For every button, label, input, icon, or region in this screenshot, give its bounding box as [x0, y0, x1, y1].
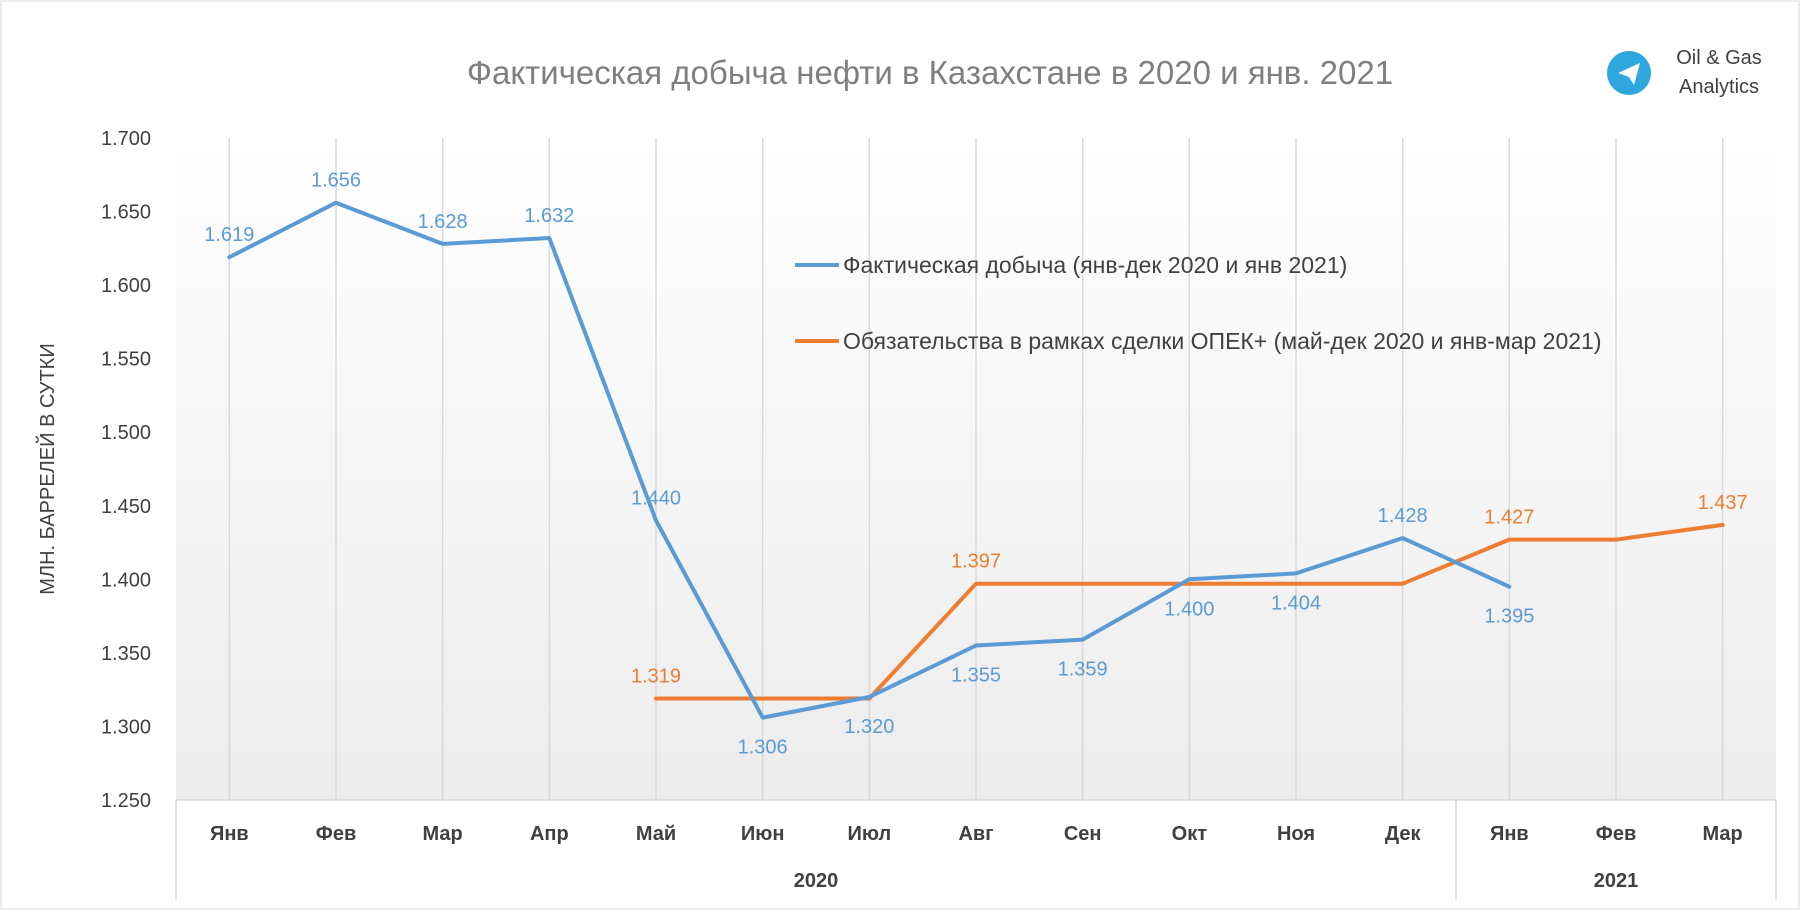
y-axis-title: МЛН. БАРРЕЛЕЙ В СУТКИ	[35, 343, 59, 594]
x-tick-label: Ноя	[1277, 823, 1315, 845]
x-tick-label: Май	[636, 823, 676, 845]
data-label: 1.400	[1164, 598, 1214, 620]
data-label: 1.320	[844, 716, 894, 738]
series-line-quota	[654, 522, 1725, 701]
x-group-label: 2020	[794, 870, 839, 892]
data-label: 1.319	[631, 665, 681, 687]
y-tick-label: 1.300	[101, 716, 151, 738]
y-tick-label: 1.350	[101, 643, 151, 665]
x-tick-label: Фев	[1596, 823, 1637, 845]
x-tick-label: Дек	[1385, 823, 1422, 845]
brand-logo: Oil & Gas Analytics	[1607, 47, 1762, 98]
x-tick-label: Янв	[210, 823, 249, 845]
y-tick-label: 1.450	[101, 496, 151, 518]
series-line-actual	[227, 200, 1512, 720]
x-group-label: 2021	[1594, 870, 1639, 892]
data-label: 1.440	[631, 487, 681, 509]
legend-label-quota: Обязательства в рамках сделки ОПЕК+ (май…	[843, 328, 1602, 354]
y-tick-label: 1.550	[101, 349, 151, 371]
data-label: 1.437	[1698, 492, 1748, 514]
legend: Фактическая добыча (янв-дек 2020 и янв 2…	[795, 252, 1602, 354]
x-tick-label: Мар	[423, 823, 463, 845]
data-label: 1.619	[204, 224, 254, 246]
grid-lines	[228, 138, 1724, 800]
x-tick-label: Фев	[316, 823, 357, 845]
y-tick-label: 1.600	[101, 275, 151, 297]
data-label: 1.656	[311, 170, 361, 192]
legend-label-actual: Фактическая добыча (янв-дек 2020 и янв 2…	[843, 252, 1347, 278]
data-labels: 1.619 1.656 1.628 1.632 1.440 1.306 1.320 1.355…	[204, 170, 1747, 759]
data-label: 1.427	[1484, 507, 1534, 529]
brand-line2: Analytics	[1679, 76, 1759, 98]
y-axis: 1.250 1.300 1.350 1.400 1.450 1.500 1.550 1.600…	[101, 128, 151, 812]
data-label: 1.428	[1378, 505, 1428, 527]
telegram-plane-icon	[1618, 63, 1640, 85]
y-tick-label: 1.400	[101, 569, 151, 591]
y-tick-label: 1.500	[101, 422, 151, 444]
series-lines	[227, 200, 1725, 720]
x-tick-label: Мар	[1703, 823, 1743, 845]
data-label: 1.628	[418, 211, 468, 233]
x-tick-label: Июн	[741, 823, 785, 845]
x-tick-label: Апр	[530, 823, 569, 845]
data-label: 1.306	[738, 737, 788, 759]
x-tick-label: Июл	[847, 823, 891, 845]
chart-title: Фактическая добыча нефти в Казахстане в …	[467, 54, 1393, 91]
x-axis: 2020 2021 Янв Фев Мар Апр Май Июн Июл Авг Сен Окт Но…	[175, 799, 1777, 900]
data-label: 1.404	[1271, 592, 1321, 614]
data-label: 1.355	[951, 665, 1001, 687]
data-label: 1.632	[524, 205, 574, 227]
data-label: 1.359	[1058, 659, 1108, 681]
x-tick-label: Окт	[1172, 823, 1208, 845]
y-tick-label: 1.650	[101, 202, 151, 224]
x-tick-label: Авг	[958, 823, 993, 845]
x-tick-label: Янв	[1490, 823, 1529, 845]
y-tick-label: 1.700	[101, 128, 151, 150]
brand-line1: Oil & Gas	[1676, 47, 1762, 69]
data-label: 1.397	[951, 551, 1001, 573]
x-tick-label: Сен	[1064, 823, 1102, 845]
data-label: 1.395	[1484, 606, 1534, 628]
y-tick-label: 1.250	[101, 790, 151, 812]
